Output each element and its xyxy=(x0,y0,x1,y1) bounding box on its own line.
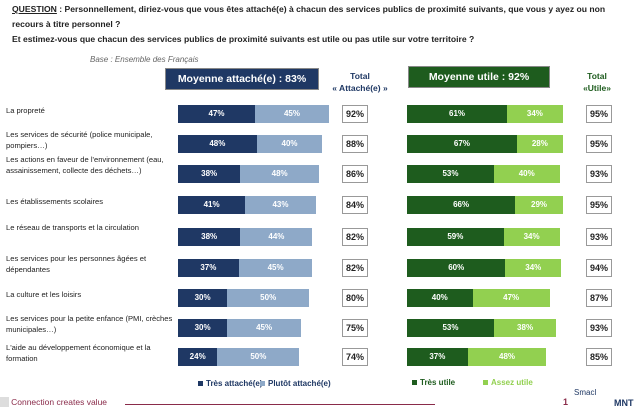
bar-tres-utile: 59% xyxy=(407,228,504,246)
category-label: Les services de sécurité (police municip… xyxy=(6,130,153,150)
utile-average: Moyenne utile : 92% xyxy=(408,66,550,88)
category-label: Les services pour les personnes âgées et… xyxy=(6,254,147,274)
total-utile: 93% xyxy=(586,165,612,183)
category-label: Le réseau de transports et la circulatio… xyxy=(6,223,139,232)
total-attache: 75% xyxy=(342,319,368,337)
footer-tagline: Connection creates value xyxy=(0,397,107,407)
bar-assez-utile: 34% xyxy=(507,105,563,123)
total-attache: 82% xyxy=(342,259,368,277)
total-utile: 87% xyxy=(586,289,612,307)
category-label: Les services pour la petite enfance (PMI… xyxy=(6,314,173,334)
bar-tres-utile: 67% xyxy=(407,135,517,153)
base-note: Base : Ensemble des Français xyxy=(90,55,199,64)
total-attache: 74% xyxy=(342,348,368,366)
bar-assez-utile: 38% xyxy=(493,319,557,337)
total-attache: 80% xyxy=(342,289,368,307)
total-attache: 82% xyxy=(342,228,368,246)
bar-tres-attache: 30% xyxy=(178,289,228,307)
bar-tres-attache: 37% xyxy=(178,259,239,277)
category-label: Les actions en faveur de l'environnement… xyxy=(6,154,164,175)
bar-plutot-attache: 44% xyxy=(240,228,313,246)
category-label: La propreté xyxy=(6,105,45,115)
bar-tres-utile: 37% xyxy=(407,348,468,366)
smacl-logo: Smacl xyxy=(574,388,597,397)
category-label: Les établissements scolaires xyxy=(6,196,104,206)
bar-tres-utile: 53% xyxy=(407,319,494,337)
total-attache-header: Total « Attaché(e) » xyxy=(332,71,388,93)
bar-tres-attache: 38% xyxy=(178,228,241,246)
bar-tres-attache: 47% xyxy=(178,105,256,123)
bar-assez-utile: 34% xyxy=(503,228,560,246)
total-utile: 93% xyxy=(586,319,612,337)
bar-tres-utile: 40% xyxy=(407,289,473,307)
bar-plutot-attache: 45% xyxy=(255,105,329,123)
bar-plutot-attache: 50% xyxy=(227,289,310,307)
total-utile: 94% xyxy=(586,259,612,277)
legend-plutot-attache: Plutôt attaché(e) xyxy=(260,379,331,388)
question-prefix: QUESTION xyxy=(12,4,57,14)
total-utile: 93% xyxy=(586,228,612,246)
bar-assez-utile: 48% xyxy=(467,348,547,366)
bar-plutot-attache: 45% xyxy=(227,319,301,337)
bar-tres-attache: 41% xyxy=(178,196,246,214)
bar-assez-utile: 47% xyxy=(472,289,550,307)
question: QUESTION : Personnellement, diriez-vous … xyxy=(12,2,637,47)
total-utile: 85% xyxy=(586,348,612,366)
category-label: La culture et les loisirs xyxy=(6,289,82,299)
bar-tres-utile: 66% xyxy=(407,196,516,214)
legend-tres-utile: Très utile xyxy=(412,378,455,387)
total-attache: 92% xyxy=(342,105,368,123)
bar-tres-utile: 60% xyxy=(407,259,506,277)
total-utile: 95% xyxy=(586,135,612,153)
bar-assez-utile: 29% xyxy=(515,196,563,214)
bar-tres-attache: 38% xyxy=(178,165,241,183)
total-utile: 95% xyxy=(586,105,612,123)
bar-plutot-attache: 40% xyxy=(256,135,323,153)
legend-tres-attache: Très attaché(e) xyxy=(198,379,262,388)
legend-assez-utile: Assez utile xyxy=(483,378,533,387)
bar-assez-utile: 28% xyxy=(516,135,563,153)
bar-plutot-attache: 45% xyxy=(238,259,313,277)
attache-average: Moyenne attaché(e) : 83% xyxy=(165,68,319,90)
total-utile-header: Total «Utile» xyxy=(583,71,611,93)
bar-tres-utile: 53% xyxy=(407,165,494,183)
total-utile: 95% xyxy=(586,196,612,214)
bar-tres-attache: 24% xyxy=(178,348,218,366)
footer-rule xyxy=(125,404,435,405)
mnt-logo: MNT xyxy=(614,398,634,408)
total-attache: 84% xyxy=(342,196,368,214)
bar-assez-utile: 34% xyxy=(505,259,562,277)
total-attache: 88% xyxy=(342,135,368,153)
question-line1: : Personnellement, diriez-vous que vous … xyxy=(12,4,606,29)
question-line2: Et estimez-vous que chacun des services … xyxy=(12,34,475,44)
bar-plutot-attache: 43% xyxy=(245,196,316,214)
category-label: L'aide au développement économique et la… xyxy=(6,343,151,363)
bar-tres-attache: 48% xyxy=(178,135,257,153)
bar-assez-utile: 40% xyxy=(493,165,560,183)
bar-plutot-attache: 50% xyxy=(217,348,300,366)
bar-tres-utile: 61% xyxy=(407,105,508,123)
page-number: 1 xyxy=(563,397,569,407)
bar-plutot-attache: 48% xyxy=(240,165,320,183)
bar-tres-attache: 30% xyxy=(178,319,228,337)
total-attache: 86% xyxy=(342,165,368,183)
